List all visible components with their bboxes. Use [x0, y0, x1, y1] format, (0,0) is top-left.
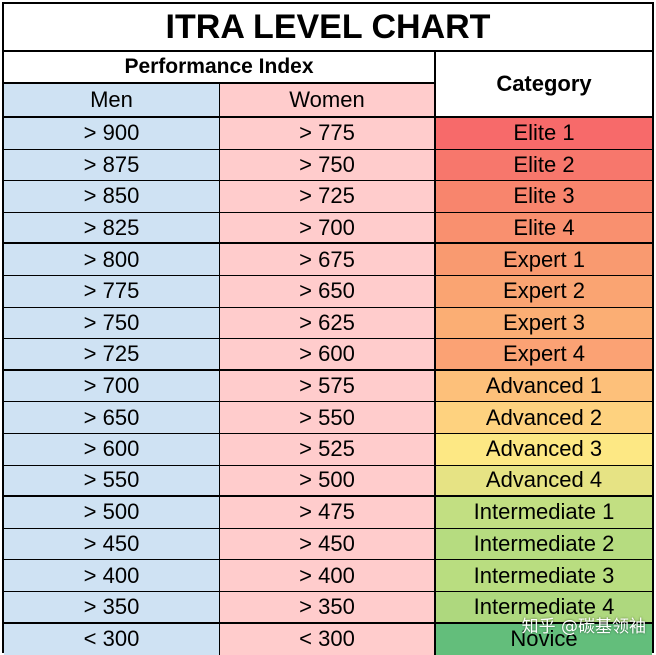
men-threshold-cell: > 550: [4, 465, 220, 496]
table-row: > 900 > 775 Elite 1: [4, 118, 652, 150]
category-cell: Elite 1: [436, 118, 652, 149]
table-row: > 600 > 525 Advanced 3: [4, 433, 652, 466]
women-threshold-cell: < 300: [220, 623, 436, 655]
table-row: > 875 > 750 Elite 2: [4, 149, 652, 182]
table-row: < 300 < 300 Novice: [4, 623, 652, 655]
category-cell: Elite 2: [436, 149, 652, 181]
women-threshold-cell: > 450: [220, 528, 436, 560]
watermark: 知乎 @碳基领袖: [521, 617, 646, 637]
men-threshold-cell: > 700: [4, 370, 220, 402]
category-cell: Advanced 2: [436, 402, 652, 433]
women-threshold-cell: > 350: [220, 591, 436, 622]
women-threshold-cell: > 525: [220, 433, 436, 465]
women-threshold-cell: > 550: [220, 402, 436, 433]
chart-title: ITRA LEVEL CHART: [4, 4, 652, 52]
men-threshold-cell: > 450: [4, 528, 220, 560]
men-threshold-cell: > 900: [4, 118, 220, 149]
table-row: > 800 > 675 Expert 1: [4, 244, 652, 276]
men-threshold-cell: > 800: [4, 244, 220, 275]
men-threshold-cell: > 600: [4, 433, 220, 465]
category-cell: Advanced 1: [436, 370, 652, 402]
category-cell: Expert 3: [436, 307, 652, 339]
men-threshold-cell: > 750: [4, 307, 220, 339]
table-row: > 400 > 400 Intermediate 3: [4, 560, 652, 592]
table-row: > 700 > 575 Advanced 1: [4, 370, 652, 403]
women-threshold-cell: > 600: [220, 339, 436, 369]
table-row: > 350 > 350 Intermediate 4: [4, 591, 652, 624]
category-cell: Expert 4: [436, 339, 652, 369]
women-threshold-cell: > 750: [220, 149, 436, 181]
women-threshold-cell: > 675: [220, 244, 436, 275]
men-threshold-cell: > 650: [4, 402, 220, 433]
category-cell: Intermediate 1: [436, 497, 652, 528]
table-row: > 500 > 475 Intermediate 1: [4, 497, 652, 529]
women-threshold-cell: > 400: [220, 560, 436, 591]
category-cell: Advanced 3: [436, 433, 652, 465]
table-body: > 900 > 775 Elite 1 > 875 > 750 Elite 2 > 850 >…: [4, 118, 652, 655]
men-threshold-cell: > 725: [4, 339, 220, 369]
table-row: > 825 > 700 Elite 4: [4, 212, 652, 245]
women-threshold-cell: > 650: [220, 275, 436, 307]
category-cell: Expert 1: [436, 244, 652, 275]
table-row: > 850 > 725 Elite 3: [4, 181, 652, 213]
men-threshold-cell: > 400: [4, 560, 220, 591]
men-threshold-cell: > 500: [4, 497, 220, 528]
table-row: > 725 > 600 Expert 4: [4, 339, 652, 371]
category-cell: Novice: [436, 623, 652, 655]
table-row: > 750 > 625 Expert 3: [4, 307, 652, 340]
women-threshold-cell: > 575: [220, 370, 436, 402]
category-cell: Intermediate 3: [436, 560, 652, 591]
table-row: > 650 > 550 Advanced 2: [4, 402, 652, 434]
category-cell: Intermediate 2: [436, 528, 652, 560]
men-threshold-cell: > 850: [4, 181, 220, 212]
category-cell: Elite 3: [436, 181, 652, 212]
women-threshold-cell: > 700: [220, 212, 436, 243]
men-threshold-cell: > 775: [4, 275, 220, 307]
category-cell: Expert 2: [436, 275, 652, 307]
women-threshold-cell: > 500: [220, 465, 436, 496]
men-column-header: Men: [4, 84, 220, 118]
women-column-header: Women: [220, 84, 436, 118]
category-cell: Elite 4: [436, 212, 652, 243]
category-cell: Advanced 4: [436, 465, 652, 496]
men-threshold-cell: > 350: [4, 591, 220, 622]
category-cell: Intermediate 4: [436, 591, 652, 622]
men-threshold-cell: > 825: [4, 212, 220, 243]
table-row: > 775 > 650 Expert 2: [4, 275, 652, 308]
performance-index-header: Performance Index: [4, 52, 436, 84]
table-row: > 450 > 450 Intermediate 2: [4, 528, 652, 561]
women-threshold-cell: > 475: [220, 497, 436, 528]
category-header: Category: [436, 52, 652, 118]
men-threshold-cell: < 300: [4, 623, 220, 655]
table-row: > 550 > 500 Advanced 4: [4, 465, 652, 498]
women-threshold-cell: > 625: [220, 307, 436, 339]
women-threshold-cell: > 725: [220, 181, 436, 212]
men-threshold-cell: > 875: [4, 149, 220, 181]
women-threshold-cell: > 775: [220, 118, 436, 149]
